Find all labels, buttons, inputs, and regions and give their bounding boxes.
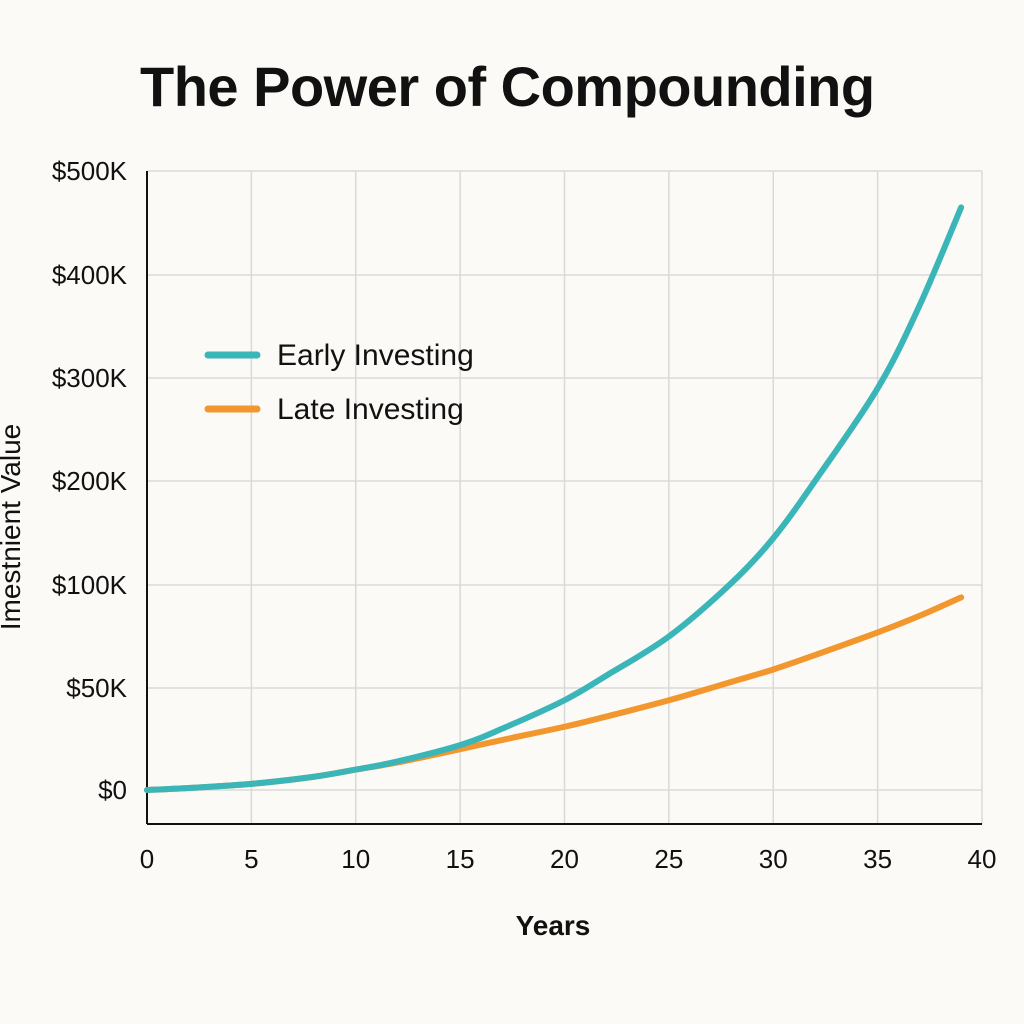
grid <box>147 170 983 824</box>
x-tick-label: 0 <box>140 844 154 874</box>
series-line-early-investing <box>144 204 965 793</box>
x-tick-label: 40 <box>968 844 997 874</box>
chart-title: The Power of Compounding <box>140 55 875 118</box>
y-tick-label: $0 <box>98 775 127 805</box>
y-tick-label: $300K <box>52 363 128 393</box>
y-tick-label: $400K <box>52 260 128 290</box>
series <box>144 204 965 793</box>
legend: Early Investing Late Investing <box>204 339 474 426</box>
series-line-late-investing <box>144 594 965 793</box>
y-tick-label: $500K <box>52 156 128 186</box>
legend-label-late-investing: Late Investing <box>277 393 464 426</box>
y-tick-label: $50K <box>66 673 127 703</box>
x-tick-label: 20 <box>550 844 579 874</box>
x-tick-label: 25 <box>654 844 683 874</box>
y-tick-label: $100K <box>52 570 128 600</box>
y-axis-title: Imestnient Value <box>0 424 26 631</box>
x-tick-label: 35 <box>863 844 892 874</box>
y-tick-label: $200K <box>52 466 128 496</box>
x-tick-label: 30 <box>759 844 788 874</box>
x-tick-label: 15 <box>446 844 475 874</box>
legend-label-early-investing: Early Investing <box>277 339 474 372</box>
axis-labels: Years Imestnient Value <box>0 424 590 941</box>
x-axis-title: Years <box>516 910 591 941</box>
x-tick-label: 10 <box>341 844 370 874</box>
axes: 0 5 10 15 20 25 30 35 40 $0 $50K $100K $200K $300K $40… <box>52 156 997 874</box>
x-tick-label: 5 <box>244 844 258 874</box>
